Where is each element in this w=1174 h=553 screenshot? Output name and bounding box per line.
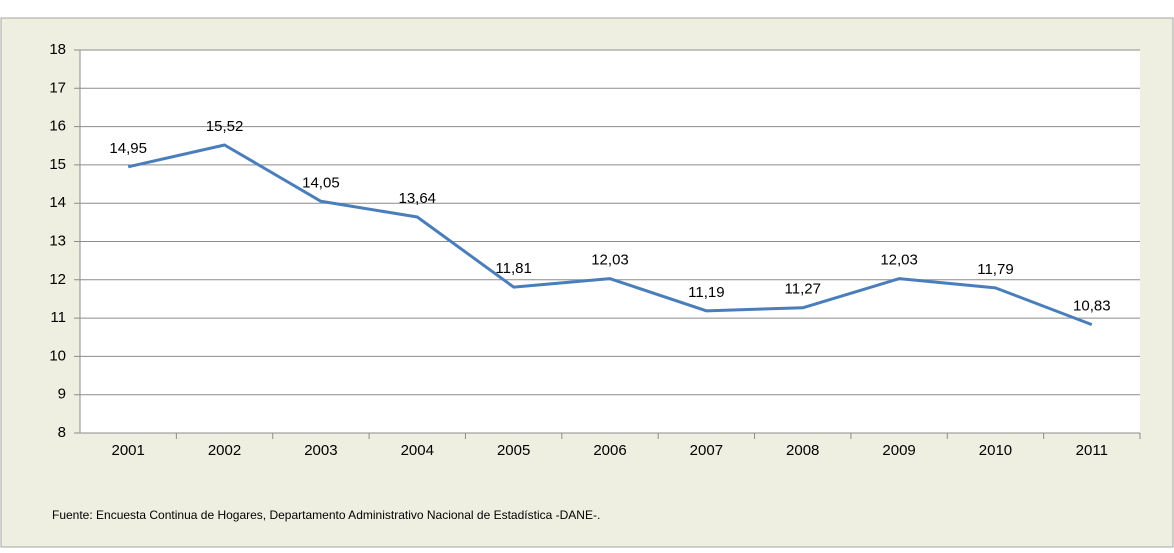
x-tick-label: 2007 <box>690 442 723 459</box>
x-tick-label: 2006 <box>593 442 626 459</box>
y-tick-label: 14 <box>49 194 66 211</box>
y-tick-label: 17 <box>49 79 66 96</box>
y-tick-label: 10 <box>49 347 66 364</box>
data-label: 11,81 <box>495 260 531 277</box>
x-tick-label: 2009 <box>882 442 915 459</box>
data-label: 12,03 <box>591 252 629 269</box>
data-label: 10,83 <box>1073 298 1111 315</box>
y-tick-label: 18 <box>49 41 66 58</box>
x-tick-label: 2004 <box>401 442 434 459</box>
source-note: Fuente: Encuesta Continua de Hogares, De… <box>52 508 600 522</box>
data-line <box>127 143 1093 327</box>
y-tick-label: 12 <box>49 271 66 288</box>
data-label: 14,95 <box>109 140 147 157</box>
x-tick-label: 2001 <box>111 442 144 459</box>
data-label: 12,03 <box>880 252 918 269</box>
y-tick-label: 13 <box>49 232 66 249</box>
y-tick-label: 8 <box>58 424 66 441</box>
x-tick-label: 2010 <box>979 442 1012 459</box>
x-tick-label: 2002 <box>208 442 241 459</box>
y-tick-label: 16 <box>49 118 66 135</box>
data-label: 14,05 <box>302 174 340 191</box>
x-tick-label: 2003 <box>304 442 337 459</box>
x-tick-label: 2008 <box>786 442 819 459</box>
y-tick-label: 15 <box>49 156 66 173</box>
data-label: 11,19 <box>688 284 724 301</box>
data-label: 15,52 <box>206 118 244 135</box>
x-tick-label: 2011 <box>1076 442 1108 459</box>
y-tick-label: 11 <box>50 309 66 326</box>
y-tick-label: 9 <box>58 386 66 403</box>
data-label: 11,79 <box>977 261 1013 278</box>
x-tick-label: 2005 <box>497 442 530 459</box>
data-label: 13,64 <box>398 190 436 207</box>
data-label: 11,27 <box>785 281 821 298</box>
